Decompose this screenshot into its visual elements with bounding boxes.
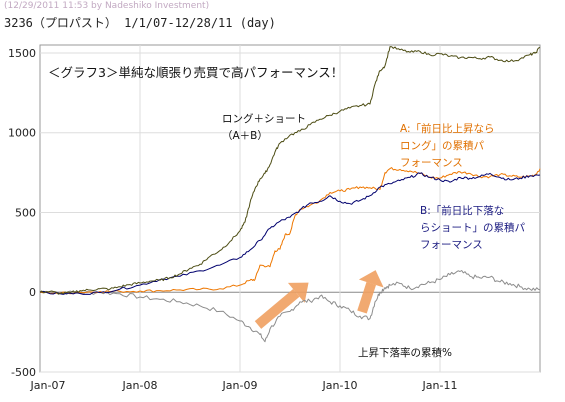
plot-frame — [39, 44, 541, 373]
y-tick-label: -500 — [11, 366, 36, 379]
x-tick-label: Jan-07 — [30, 379, 66, 392]
chart-header: 3236（プロパスト） 1/1/07-12/28/11 (day) — [4, 16, 276, 30]
trend-arrows — [254, 270, 384, 329]
series-line-long-short — [39, 46, 541, 295]
chart-title: ＜グラフ3＞単純な順張り売買で高パフォーマンス！ — [48, 65, 344, 80]
y-tick-label: 1500 — [8, 47, 36, 60]
series-lines — [39, 46, 541, 343]
annotation-a-long: A:「前日比上昇なら ロング」の累積パ フォーマンス — [400, 123, 495, 169]
x-tick-label: Jan-10 — [322, 379, 358, 392]
y-tick-label: 0 — [29, 286, 36, 299]
y-axis: -500 0 500 1000 1500 — [8, 47, 36, 379]
annotation-cumulative-rate: 上昇下落率の累積% — [358, 347, 452, 359]
x-axis: Jan-07 Jan-08 Jan-09 Jan-10 Jan-11 — [30, 379, 458, 392]
series-line-a-long — [39, 167, 541, 295]
x-tick-label: Jan-09 — [222, 379, 258, 392]
series-line-cumulative-rate — [39, 270, 541, 343]
annotation-b-short: B:「前日比下落な らショート」の累積パ フォーマンス — [420, 205, 525, 251]
y-tick-label: 500 — [15, 206, 36, 219]
x-tick-label: Jan-11 — [422, 379, 458, 392]
x-tick-label: Jan-08 — [122, 379, 158, 392]
watermark: (12/29/2011 11:53 by Nadeshiko Investmen… — [4, 1, 210, 11]
trend-arrow — [357, 270, 384, 314]
trend-arrow — [254, 282, 309, 329]
y-tick-label: 1000 — [8, 127, 36, 140]
annotation-long-short: ロング＋ショート （A＋B） — [222, 113, 306, 142]
